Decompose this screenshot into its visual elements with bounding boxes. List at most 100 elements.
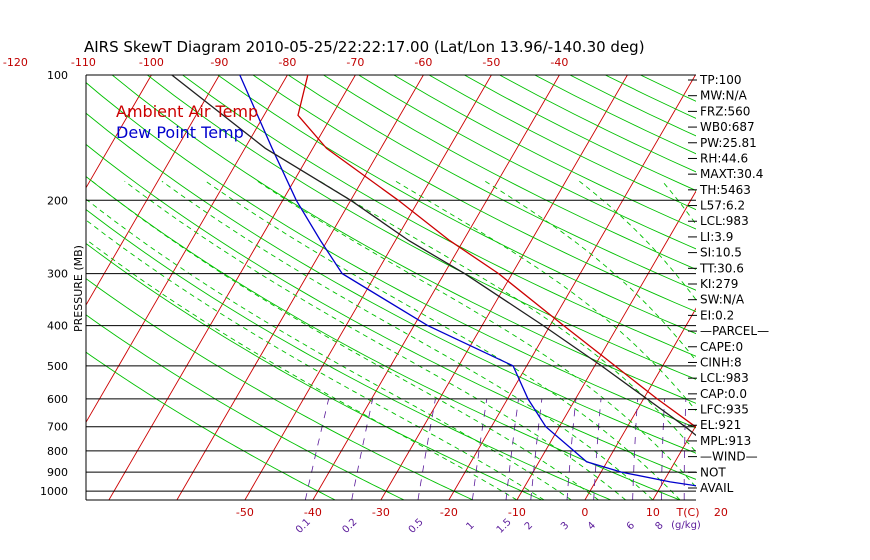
stat-item: FRZ:560 xyxy=(700,104,750,118)
mixing-ratio-line xyxy=(798,399,804,500)
mixing-ratio-label: 0.5 xyxy=(407,517,426,536)
moist-adiabat-line xyxy=(161,180,654,500)
isotherm-line xyxy=(652,424,696,500)
dry-adiabat-line xyxy=(182,75,696,357)
bottom-temp-tick-label: -20 xyxy=(440,506,458,519)
stat-item: TP:100 xyxy=(699,73,742,87)
stat-item: TH:5463 xyxy=(699,183,751,197)
ambient-temp-line xyxy=(297,75,696,428)
stat-item: L57:6.2 xyxy=(700,199,745,213)
dry-adiabat-line xyxy=(217,75,696,335)
stat-item: EL:921 xyxy=(700,418,741,432)
moist-adiabat-line xyxy=(319,180,696,453)
stat-item: RH:44.6 xyxy=(700,151,748,165)
dry-adiabat-line xyxy=(111,75,696,404)
mixing-ratio-label: 6 xyxy=(625,520,637,532)
mixing-ratio-label: 3 xyxy=(559,520,571,532)
isotherm-line xyxy=(244,75,492,500)
bottom-temp-tick-label: 20 xyxy=(714,506,728,519)
mixing-ratio-line xyxy=(661,398,665,500)
mixing-ratio-label: 0.2 xyxy=(340,517,359,536)
legend-entry: Ambient Air Temp xyxy=(116,102,258,121)
top-temp-tick-label: -100 xyxy=(139,56,164,69)
stat-item: MW:N/A xyxy=(700,89,748,103)
stat-item: WB0:687 xyxy=(700,120,755,134)
moist-adiabat-line xyxy=(395,180,696,412)
stat-item: LCL:983 xyxy=(700,214,749,228)
mixing-ratio-line xyxy=(593,398,602,500)
bottom-temp-tick-label: -40 xyxy=(304,506,322,519)
isotherm-line xyxy=(176,75,424,500)
isotherm-line xyxy=(0,75,83,500)
moist-adiabat-line xyxy=(205,180,681,500)
isotherm-line xyxy=(86,75,152,189)
stat-item: EI:0.2 xyxy=(700,308,734,322)
mixing-ratio-line xyxy=(530,398,543,500)
moist-adiabat-line xyxy=(86,238,518,500)
legend-entry: Dew Point Temp xyxy=(116,123,244,142)
stat-item: LCL:983 xyxy=(700,371,749,385)
top-temp-tick-label: -70 xyxy=(346,56,364,69)
isotherm-line xyxy=(86,75,220,306)
dry-adiabat-line xyxy=(358,75,696,250)
legend: Ambient Air Temp Dew Point Temp xyxy=(116,102,258,142)
moist-adiabat-line xyxy=(91,180,599,500)
pressure-tick-label: 1000 xyxy=(40,485,68,498)
mixing-ratio-label: 8 xyxy=(653,520,665,532)
mixing-ratio-line xyxy=(505,398,519,500)
top-temp-tick-label: -60 xyxy=(414,56,432,69)
dry-adiabat-line xyxy=(428,75,696,211)
mixing-ratio-label: 4 xyxy=(586,520,598,532)
moist-adiabat-line xyxy=(124,180,626,500)
mixing-ratio-label: 2 xyxy=(523,520,535,532)
stat-item: LI:3.9 xyxy=(700,230,733,244)
mixing-ratio-unit-label: (g/kg) xyxy=(671,520,701,531)
bottom-temp-tick-label: 0 xyxy=(581,506,588,519)
mixing-ratio-line xyxy=(304,398,330,500)
mixing-ratio-line xyxy=(779,399,784,500)
mixing-ratio-line xyxy=(683,398,687,500)
pressure-tick-label: 600 xyxy=(47,393,68,406)
isotherm-line xyxy=(108,75,356,500)
mixing-ratio-label: 0.1 xyxy=(294,517,313,536)
bottom-temp-tick-label: -10 xyxy=(508,506,526,519)
dry-adiabat-line xyxy=(323,75,696,270)
stat-item: AVAIL xyxy=(700,481,734,495)
stat-item: PW:25.81 xyxy=(700,136,757,150)
pressure-tick-label: 200 xyxy=(47,194,68,207)
mixing-ratio-label: 1 xyxy=(464,520,476,532)
mixing-ratio-line xyxy=(417,398,436,500)
bottom-temp-tick-label: 10 xyxy=(646,506,660,519)
dry-adiabat-line xyxy=(464,75,696,191)
mixing-ratio-line xyxy=(566,398,577,500)
dry-adiabat-line xyxy=(86,82,696,429)
dry-adiabat-line xyxy=(86,112,696,454)
stat-item: KI:279 xyxy=(700,277,738,291)
stat-item: SI:10.5 xyxy=(700,246,742,260)
dewpoint-temp-line xyxy=(239,75,696,487)
dry-adiabat-line xyxy=(499,75,696,173)
stat-item: CAP:0.0 xyxy=(700,387,747,401)
stat-item: SW:N/A xyxy=(700,293,745,307)
isotherm-line xyxy=(789,75,870,500)
isotherm-line xyxy=(86,75,288,424)
moist-adiabat-line xyxy=(86,198,572,500)
isotherm-line xyxy=(380,75,628,500)
pressure-tick-label: 900 xyxy=(47,466,68,479)
dry-adiabat-line xyxy=(393,75,696,230)
mixing-ratio-line xyxy=(472,398,488,500)
pressure-tick-label: 400 xyxy=(47,320,68,333)
bottom-temp-tick-label: -30 xyxy=(372,506,390,519)
pressure-tick-label: 700 xyxy=(47,421,68,434)
mixing-ratio-line xyxy=(829,399,838,500)
pressure-tick-label: 100 xyxy=(47,69,68,82)
chart-title: AIRS SkewT Diagram 2010-05-25/22:22:17.0… xyxy=(84,38,645,56)
pressure-tick-label: 800 xyxy=(47,445,68,458)
dry-adiabat-line xyxy=(86,208,612,500)
stat-item: NOT xyxy=(700,465,726,479)
top-temp-tick-label: -90 xyxy=(210,56,228,69)
y-axis-label: PRESSURE (MB) xyxy=(72,245,85,332)
